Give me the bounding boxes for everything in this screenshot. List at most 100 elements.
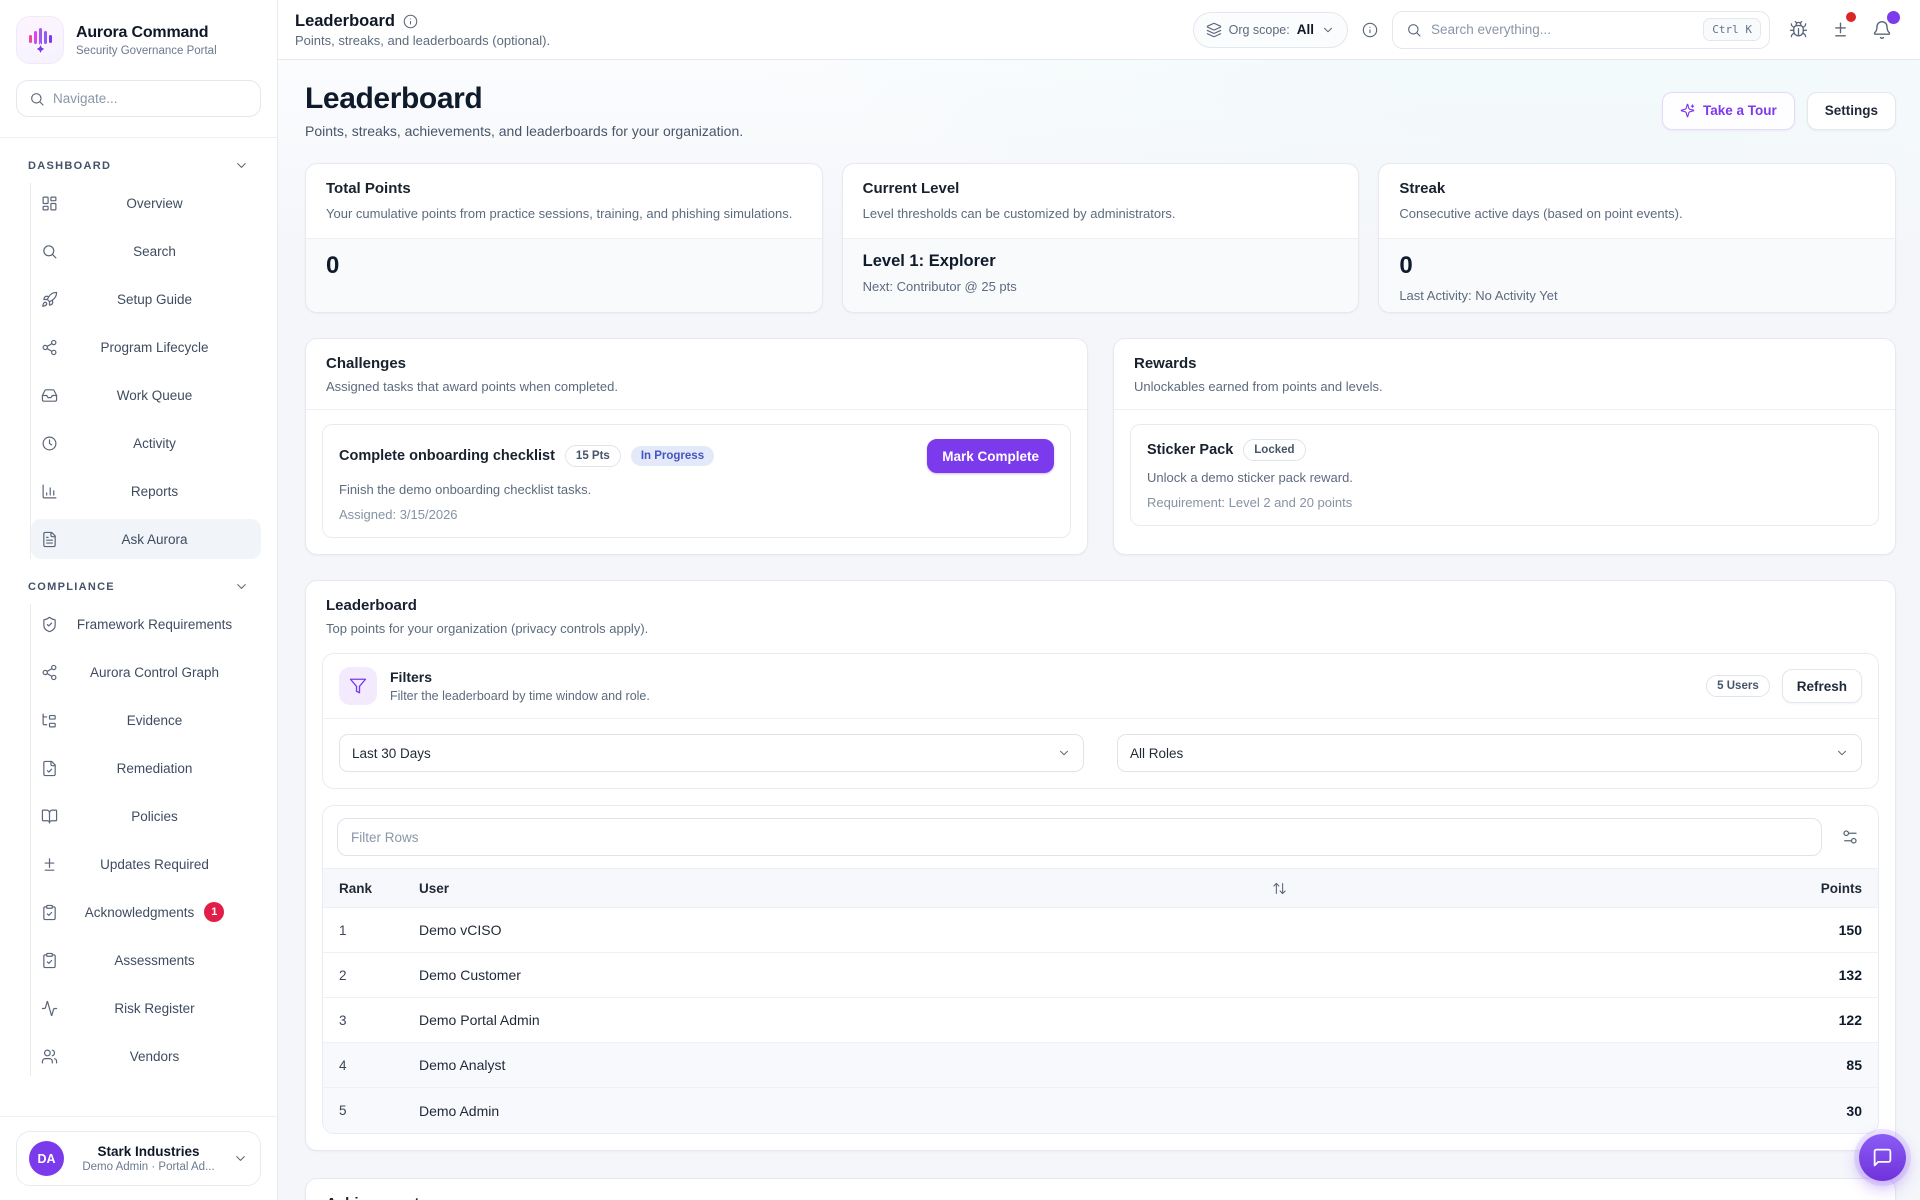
sidebar-item-program-lifecycle[interactable]: Program Lifecycle <box>31 327 261 367</box>
user-menu[interactable]: DA Stark Industries Demo Admin · Portal … <box>16 1131 261 1186</box>
user-org: Stark Industries <box>97 1144 200 1159</box>
topbar-title: Leaderboard <box>295 11 395 30</box>
chat-widget-button[interactable] <box>1859 1134 1906 1181</box>
achievements-card: Achievements Recently unlocked achieveme… <box>305 1178 1896 1200</box>
stat-description: Level thresholds can be customized by ad… <box>862 206 1176 221</box>
diff-icon <box>44 857 55 871</box>
notification-dot-purple <box>1887 10 1900 24</box>
time-window-select[interactable]: Last 30 Days <box>339 734 1084 772</box>
brand-tagline: Security Governance Portal <box>76 44 217 57</box>
info-icon[interactable] <box>1362 22 1378 38</box>
sidebar-nav: DASHBOARD Overview Search Setup Guide <box>0 138 277 1116</box>
notification-dot-red <box>1846 11 1856 22</box>
sidebar-item-search[interactable]: Search <box>31 231 261 271</box>
sidebar-item-aurora-control-graph[interactable]: Aurora Control Graph <box>31 652 261 692</box>
sparkles-icon <box>1680 103 1695 118</box>
column-settings-button[interactable] <box>1836 823 1864 851</box>
notifications-button[interactable] <box>1868 10 1900 44</box>
section-label: COMPLIANCE <box>28 580 115 593</box>
rewards-description: Unlockables earned from points and level… <box>1134 379 1383 394</box>
filter-rows-input[interactable] <box>337 818 1822 856</box>
nav-section-compliance: COMPLIANCE Framework Requirements Aurora… <box>16 569 261 1076</box>
inbox-icon <box>41 388 58 402</box>
bug-report-button[interactable] <box>1784 16 1812 44</box>
sidebar-item-setup-guide[interactable]: Setup Guide <box>31 279 261 319</box>
sliders-icon <box>1843 830 1857 844</box>
sidebar-item-policies[interactable]: Policies <box>31 796 261 836</box>
sidebar-footer: DA Stark Industries Demo Admin · Portal … <box>0 1116 277 1200</box>
topbar: Leaderboard Points, streaks, and leaderb… <box>278 0 1920 60</box>
filter-icon-box <box>339 667 377 705</box>
sidebar-navigate-search[interactable] <box>16 80 261 117</box>
section-header-compliance[interactable]: COMPLIANCE <box>16 569 261 604</box>
content: Leaderboard Points, streaks, achievement… <box>278 60 1920 1200</box>
rewards-title: Rewards <box>1134 355 1197 372</box>
current-level-value: Level 1: Explorer <box>862 251 996 270</box>
sidebar-item-framework-requirements[interactable]: Framework Requirements <box>31 604 261 644</box>
dashboard-icon <box>42 196 57 210</box>
sidebar-item-updates-required[interactable]: Updates Required <box>31 844 261 884</box>
sidebar-item-evidence[interactable]: Evidence <box>31 700 261 740</box>
info-icon[interactable] <box>403 14 418 29</box>
challenges-card: Challenges Assigned tasks that award poi… <box>305 338 1088 555</box>
column-header-points: Points <box>1820 880 1862 896</box>
achievements-title: Achievements <box>326 1195 1875 1200</box>
leaderboard-title: Leaderboard <box>326 597 417 614</box>
global-search-input[interactable] <box>1431 22 1695 37</box>
changelog-button[interactable] <box>1826 11 1856 44</box>
table-header-row: Rank User Points <box>323 868 1878 908</box>
role-select[interactable]: All Roles <box>1117 734 1862 772</box>
sidebar-item-remediation[interactable]: Remediation <box>31 748 261 788</box>
reward-item: Sticker Pack Locked Unlock a demo sticke… <box>1130 424 1879 526</box>
table-row: 1 Demo vCISO 150 <box>323 908 1878 953</box>
last-activity-text: Last Activity: No Activity Yet <box>1399 287 1558 303</box>
reward-requirement: Requirement: Level 2 and 20 points <box>1147 495 1353 510</box>
chevron-down-icon <box>1838 750 1846 756</box>
challenges-title: Challenges <box>326 355 407 372</box>
org-scope-label: Org scope: <box>1228 22 1290 37</box>
sidebar-item-activity[interactable]: Activity <box>31 423 261 463</box>
filters-title: Filters <box>390 669 433 685</box>
brand-name: Aurora Command <box>76 23 209 41</box>
sidebar-item-work-queue[interactable]: Work Queue <box>31 375 261 415</box>
sidebar-item-overview[interactable]: Overview <box>31 183 261 223</box>
stat-description: Your cumulative points from practice ses… <box>326 206 793 221</box>
file-check-icon <box>43 760 56 776</box>
table-row: 2 Demo Customer 132 <box>323 953 1878 998</box>
reward-title: Sticker Pack <box>1147 442 1234 458</box>
page-header: Leaderboard Points, streaks, achievement… <box>305 60 1896 163</box>
filters-description: Filter the leaderboard by time window an… <box>390 689 650 703</box>
chevron-down-icon <box>237 584 246 589</box>
challenge-description: Finish the demo onboarding checklist tas… <box>339 482 592 497</box>
org-scope-select[interactable]: Org scope: All <box>1192 11 1348 48</box>
streak-value: 0 <box>1399 251 1413 279</box>
sidebar-item-vendors[interactable]: Vendors <box>31 1036 261 1076</box>
global-search[interactable]: Ctrl K <box>1392 10 1770 49</box>
navigate-input[interactable] <box>53 91 248 106</box>
stat-title: Current Level <box>862 180 960 197</box>
challenge-title: Complete onboarding checklist <box>339 448 555 464</box>
section-header-dashboard[interactable]: DASHBOARD <box>16 148 261 183</box>
challenge-item: Complete onboarding checklist 15 Pts In … <box>322 424 1071 538</box>
workflow-icon <box>42 339 57 355</box>
section-label: DASHBOARD <box>28 159 112 172</box>
total-points-card: Total Points Your cumulative points from… <box>305 163 823 313</box>
shield-check-icon <box>43 616 56 632</box>
settings-button[interactable]: Settings <box>1806 91 1896 130</box>
stat-title: Streak <box>1399 180 1446 197</box>
sidebar-item-reports[interactable]: Reports <box>31 471 261 511</box>
sidebar-item-assessments[interactable]: Assessments <box>31 940 261 980</box>
sort-icon[interactable] <box>1272 881 1287 896</box>
table-row: 4 Demo Analyst 85 <box>323 1043 1878 1088</box>
sidebar-item-risk-register[interactable]: Risk Register <box>31 988 261 1028</box>
folder-tree-icon <box>42 713 56 727</box>
clock-icon <box>42 436 57 450</box>
take-a-tour-button[interactable]: Take a Tour <box>1661 91 1795 130</box>
refresh-button[interactable]: Refresh <box>1781 669 1862 703</box>
rocket-icon <box>42 291 58 307</box>
mark-complete-button[interactable]: Mark Complete <box>927 439 1054 473</box>
leaderboard-table: Rank User Points 1 Demo vCISO 150 2 <box>322 805 1879 1134</box>
sidebar-item-ask-aurora[interactable]: Ask Aurora <box>31 519 261 559</box>
users-icon <box>41 1049 58 1063</box>
sidebar-item-acknowledgments[interactable]: Acknowledgments 1 <box>31 892 261 932</box>
